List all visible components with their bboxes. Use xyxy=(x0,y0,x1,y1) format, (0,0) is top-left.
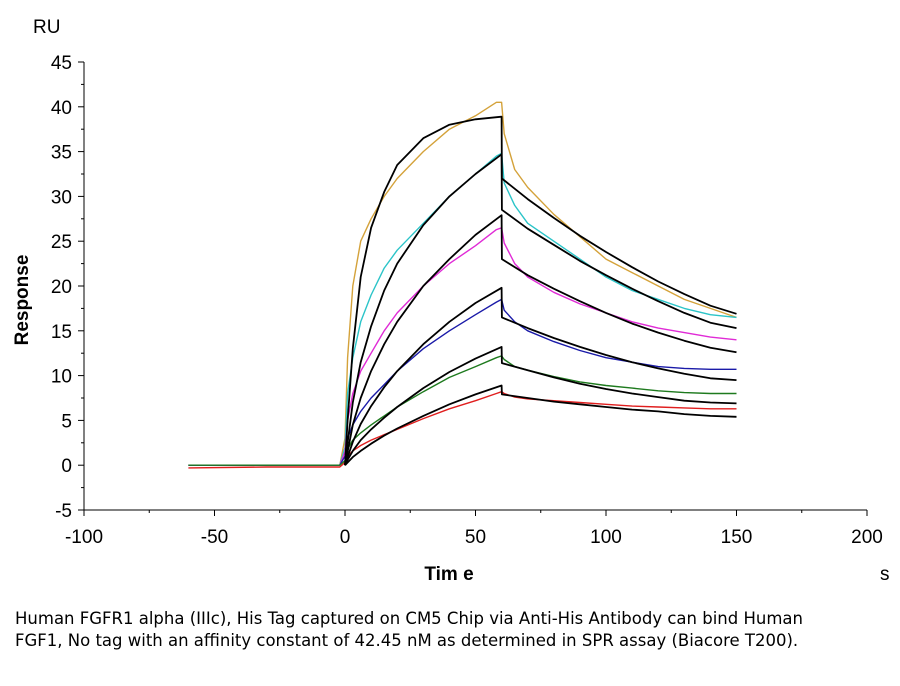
y-tick-label: 10 xyxy=(51,367,72,388)
y-tick-label: 15 xyxy=(51,322,72,343)
fit-curve-8 xyxy=(344,153,737,466)
y-tick-label: 40 xyxy=(51,98,72,119)
response-curve-1 xyxy=(188,101,737,466)
fit-curve-11 xyxy=(344,345,737,466)
x-tick-label: -50 xyxy=(201,527,228,548)
y-axis-title: Response xyxy=(12,255,33,346)
response-curve-6 xyxy=(188,391,737,469)
y-tick-label: 5 xyxy=(61,411,72,432)
y-tick-label: 35 xyxy=(51,143,72,164)
y-ticks: -5 0 5 10 15 20 25 30 35 40 45 xyxy=(51,53,84,522)
x-unit-label: s xyxy=(880,564,890,585)
y-tick-label: 20 xyxy=(51,277,72,298)
fit-curve-12 xyxy=(344,384,737,466)
fit-curve-10 xyxy=(344,286,737,466)
y-tick-label: 45 xyxy=(51,53,72,74)
fit-curve-7 xyxy=(344,115,737,466)
x-tick-label: 0 xyxy=(340,527,351,548)
x-tick-label: -100 xyxy=(65,527,103,548)
series-layer xyxy=(188,101,737,469)
axes xyxy=(83,62,867,511)
y-tick-label: 25 xyxy=(51,232,72,253)
figure-caption: Human FGFR1 alpha (IIIc), His Tag captur… xyxy=(15,609,803,650)
fit-curve-9 xyxy=(344,214,737,466)
y-tick-label: 30 xyxy=(51,187,72,208)
response-curve-4 xyxy=(188,298,737,466)
x-tick-label: 150 xyxy=(721,527,753,548)
x-axis-title: Tim e xyxy=(424,564,473,585)
y-unit-label: RU xyxy=(33,17,60,38)
y-tick-label: -5 xyxy=(55,501,72,522)
response-curve-2 xyxy=(188,152,737,466)
y-tick-label: 0 xyxy=(61,456,72,477)
x-tick-label: 100 xyxy=(590,527,622,548)
response-curve-3 xyxy=(188,227,737,466)
x-ticks: -100 -50 0 50 100 150 200 xyxy=(65,510,883,548)
x-tick-label: 200 xyxy=(851,527,883,548)
x-tick-label: 50 xyxy=(465,527,486,548)
